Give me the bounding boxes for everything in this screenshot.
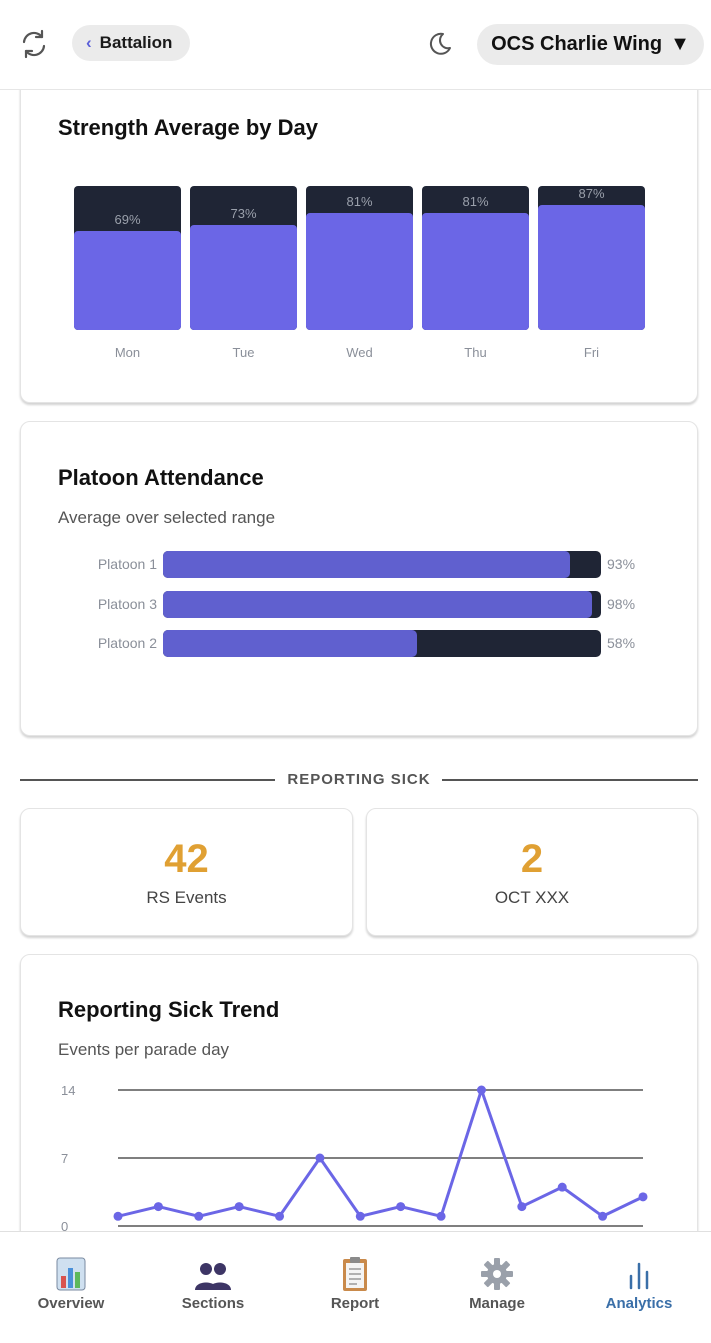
trend-point[interactable] bbox=[557, 1182, 567, 1192]
trend-point[interactable] bbox=[194, 1211, 204, 1221]
back-button-label: Battalion bbox=[99, 33, 173, 52]
platoon-bar[interactable] bbox=[163, 630, 418, 657]
platoon-row: Platoon 2 58% bbox=[21, 630, 699, 658]
unit-name: OCS Charlie Wing bbox=[491, 33, 663, 55]
platoon-bar-chart: Platoon 1 93% Platoon 3 98% Platoon 2 58% bbox=[21, 551, 699, 671]
platoon-subtitle: Average over selected range bbox=[58, 508, 276, 527]
strength-title: Strength Average by Day bbox=[58, 115, 319, 140]
divider-line-left bbox=[20, 779, 275, 781]
trend-point[interactable] bbox=[638, 1192, 648, 1202]
trend-y-tick: 7 bbox=[61, 1151, 68, 1166]
strength-bar-category: Thu bbox=[464, 345, 487, 360]
stat-value: 42 bbox=[164, 837, 209, 881]
clipboard-icon bbox=[335, 1256, 375, 1292]
stat-label: OCT XXX bbox=[494, 888, 570, 907]
platoon-title: Platoon Attendance bbox=[58, 465, 264, 490]
trend-point[interactable] bbox=[315, 1153, 325, 1163]
platoon-bar-track bbox=[163, 551, 601, 578]
nav-label: Analytics bbox=[605, 1295, 673, 1312]
nav-analytics[interactable]: Analytics bbox=[568, 1232, 710, 1343]
strength-bar-value: 73% bbox=[230, 205, 257, 221]
trend-point[interactable] bbox=[234, 1202, 244, 1212]
platoon-value: 93% bbox=[607, 556, 636, 572]
back-to-battalion-button[interactable]: ‹ Battalion bbox=[72, 25, 191, 61]
platoon-row: Platoon 1 93% bbox=[21, 551, 699, 579]
bottom-nav: Overview Sections Report bbox=[0, 1231, 711, 1343]
trend-title: Reporting Sick Trend bbox=[58, 997, 280, 1022]
trend-card: Reporting Sick Trend Events per parade d… bbox=[20, 954, 698, 1274]
nav-overview[interactable]: Overview bbox=[0, 1232, 142, 1343]
platoon-label: Platoon 3 bbox=[97, 595, 157, 612]
strength-bar-value: 81% bbox=[346, 194, 373, 210]
stat-value: 2 bbox=[520, 837, 544, 881]
moon-icon[interactable] bbox=[424, 28, 456, 60]
sections-people-icon bbox=[193, 1256, 233, 1292]
platoon-label: Platoon 1 bbox=[97, 556, 157, 572]
strength-bar-category: Wed bbox=[346, 345, 373, 360]
strength-bar[interactable] bbox=[306, 213, 413, 330]
top-bar: ‹ Battalion OCS Charlie Wing ▼ bbox=[0, 0, 711, 90]
strength-bar-value: 81% bbox=[462, 194, 489, 210]
platoon-bar[interactable] bbox=[163, 590, 593, 618]
reporting-sick-divider: REPORTING SICK bbox=[20, 768, 698, 792]
strength-card: Strength Average by Day 69% Mon 73% Tue 81% W… bbox=[20, 60, 698, 403]
strength-bar[interactable] bbox=[422, 213, 529, 330]
trend-point[interactable] bbox=[396, 1202, 406, 1212]
trend-point[interactable] bbox=[476, 1085, 486, 1095]
platoon-value: 58% bbox=[607, 635, 636, 651]
nav-manage[interactable]: Manage bbox=[426, 1232, 568, 1343]
strength-bar-chart: 69% Mon 73% Tue 81% Wed 81% Thu 87% Fri bbox=[21, 61, 699, 404]
trend-y-tick: 0 bbox=[61, 1219, 68, 1234]
nav-label: Overview bbox=[37, 1295, 105, 1312]
trend-point[interactable] bbox=[436, 1211, 446, 1221]
refresh-icon[interactable] bbox=[18, 28, 50, 60]
nav-sections[interactable]: Sections bbox=[142, 1232, 284, 1343]
section-label: REPORTING SICK bbox=[287, 771, 431, 788]
overview-chart-icon bbox=[51, 1256, 91, 1292]
strength-bar[interactable] bbox=[190, 224, 297, 330]
rs-events-card: 42 RS Events bbox=[20, 808, 353, 936]
platoon-card: Platoon Attendance Average over selected… bbox=[20, 421, 698, 736]
strength-bar-category: Mon bbox=[114, 345, 141, 360]
oct-card: 2 OCT XXX bbox=[366, 808, 698, 936]
platoon-bar-track bbox=[163, 630, 601, 657]
nav-report[interactable]: Report bbox=[284, 1232, 426, 1343]
trend-point[interactable] bbox=[113, 1211, 123, 1221]
trend-point[interactable] bbox=[355, 1211, 365, 1221]
trend-y-tick: 14 bbox=[61, 1083, 75, 1098]
nav-label: Sections bbox=[181, 1295, 245, 1312]
unit-selector[interactable]: OCS Charlie Wing ▼ bbox=[477, 24, 704, 65]
platoon-bar-track bbox=[163, 590, 601, 618]
caret-down-icon: ▼ bbox=[670, 33, 690, 55]
gear-icon bbox=[477, 1256, 517, 1292]
platoon-row: Platoon 3 98% bbox=[21, 590, 699, 619]
trend-point[interactable] bbox=[275, 1211, 285, 1221]
trend-point[interactable] bbox=[598, 1211, 608, 1221]
trend-point[interactable] bbox=[153, 1202, 163, 1212]
platoon-label: Platoon 2 bbox=[97, 635, 157, 651]
chevron-left-icon: ‹ bbox=[86, 33, 92, 52]
platoon-bar[interactable] bbox=[163, 551, 571, 578]
trend-subtitle: Events per parade day bbox=[58, 1040, 230, 1059]
trend-series-line bbox=[117, 1088, 644, 1218]
nav-label: Manage bbox=[469, 1295, 525, 1312]
trend-point[interactable] bbox=[517, 1202, 527, 1212]
strength-bar-value: 69% bbox=[114, 211, 141, 227]
nav-label: Report bbox=[330, 1295, 380, 1312]
analytics-bars-icon bbox=[619, 1256, 659, 1292]
strength-bar[interactable] bbox=[74, 230, 181, 330]
strength-bar-category: Tue bbox=[232, 345, 255, 360]
strength-bar-value: 87% bbox=[578, 185, 605, 201]
strength-bar[interactable] bbox=[538, 204, 645, 330]
platoon-value: 98% bbox=[607, 595, 636, 612]
strength-bar-category: Fri bbox=[583, 345, 600, 360]
divider-line-right bbox=[442, 779, 698, 781]
trend-line-chart: 14 7 0 bbox=[61, 1083, 648, 1234]
stat-label: RS Events bbox=[146, 888, 227, 907]
